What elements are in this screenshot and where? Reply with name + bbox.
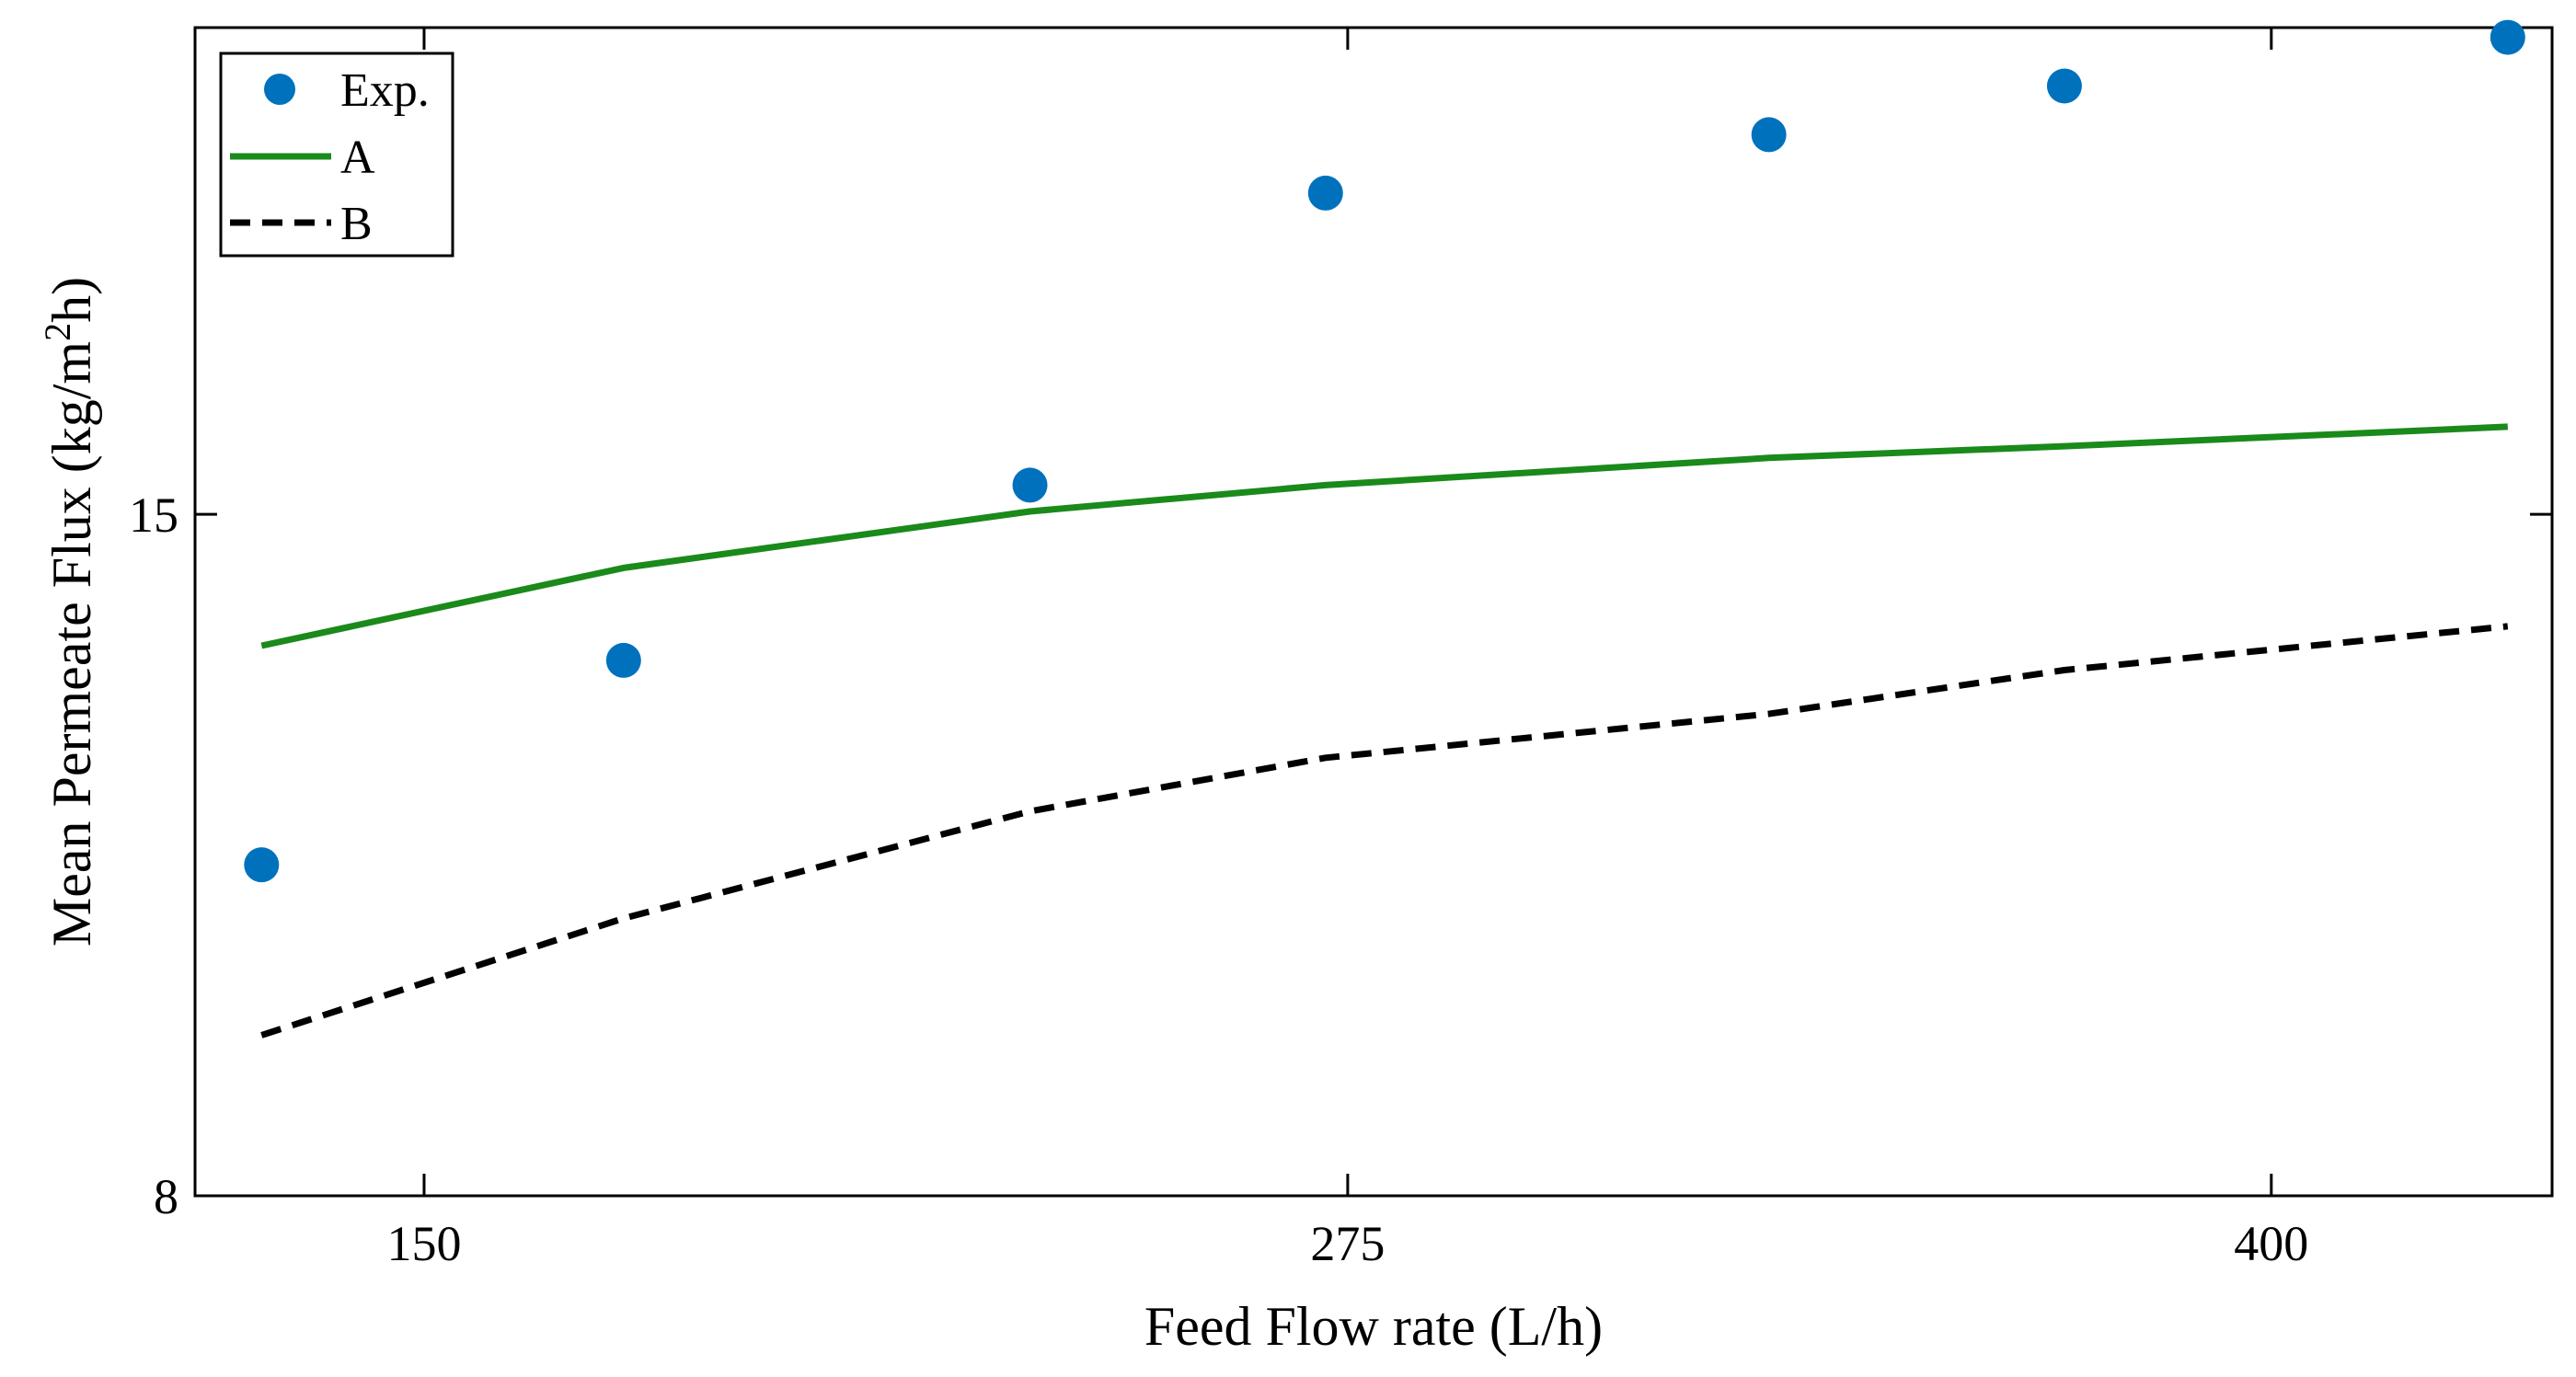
data-point-exp — [244, 847, 280, 883]
series-line-a — [260, 423, 2508, 649]
x-tick-label: 150 — [386, 1216, 461, 1271]
x-tick-label: 400 — [2234, 1216, 2308, 1271]
legend-label-b: B — [340, 198, 373, 250]
y-tick-label: 15 — [129, 488, 178, 543]
data-point-exp — [1012, 467, 1048, 503]
data-point-exp — [2046, 68, 2082, 104]
series-line-b — [260, 623, 2509, 1038]
plot-area — [193, 26, 2554, 1198]
data-point-exp — [1307, 175, 1343, 211]
y-axis-label: Mean Permeate Flux (kg/m2h) — [37, 277, 102, 947]
legend-label-a: A — [340, 132, 375, 184]
y-axis-label-sup: 2 — [37, 323, 78, 341]
axis-ticks: 150 275 400 8 15 — [129, 28, 2552, 1271]
legend: Exp. A B — [219, 52, 454, 258]
series-layer — [244, 19, 2525, 1038]
data-point-exp — [1751, 117, 1787, 153]
y-tick-label: 8 — [154, 1169, 178, 1224]
legend-label-exp: Exp. — [340, 64, 430, 117]
y-axis-label-main: Mean Permeate Flux (kg/m — [41, 341, 102, 947]
x-tick-label: 275 — [1310, 1216, 1385, 1271]
x-axis-label: Feed Flow rate (L/h) — [1144, 1296, 1603, 1357]
y-axis-label-tail: h) — [41, 277, 102, 323]
data-point-exp — [2490, 19, 2525, 55]
legend-marker-exp — [264, 74, 295, 105]
data-point-exp — [605, 642, 641, 678]
